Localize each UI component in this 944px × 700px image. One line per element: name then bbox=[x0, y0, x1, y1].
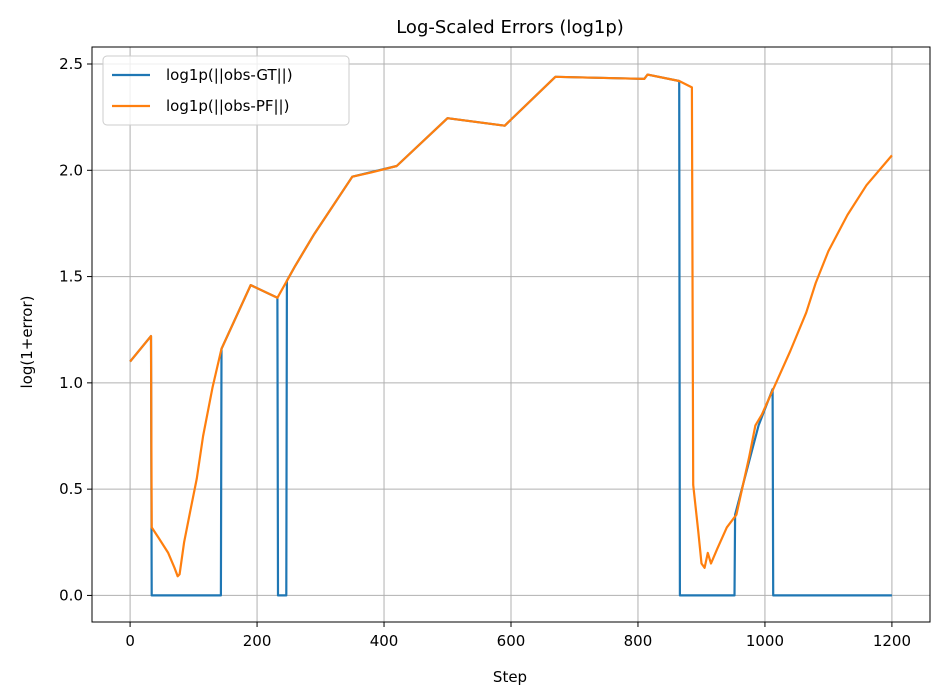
y-tick-label: 1.0 bbox=[59, 374, 83, 392]
y-tick-label: 0.5 bbox=[59, 480, 83, 498]
legend-label-1: log1p(||obs-GT||) bbox=[166, 66, 293, 84]
ticks: 0 200 400 600 800 1000 1200 0.0 0.5 1.0 1.5 2.0 2.5 bbox=[59, 55, 911, 650]
y-tick-label: 2.0 bbox=[59, 161, 83, 179]
y-tick-label: 1.5 bbox=[59, 268, 83, 286]
series-line-2 bbox=[129, 73, 893, 578]
legend-label-2: log1p(||obs-PF||) bbox=[166, 97, 289, 115]
x-tick-label: 200 bbox=[243, 632, 272, 650]
x-axis-label: Step bbox=[493, 668, 527, 686]
x-tick-label: 800 bbox=[624, 632, 653, 650]
x-tick-label: 1000 bbox=[746, 632, 784, 650]
chart-title: Log-Scaled Errors (log1p) bbox=[396, 17, 624, 38]
y-tick-label: 2.5 bbox=[59, 55, 83, 73]
y-axis-label: log(1+error) bbox=[18, 296, 36, 389]
legend-box bbox=[102, 55, 350, 126]
x-tick-label: 400 bbox=[370, 632, 399, 650]
x-tick-label: 1200 bbox=[873, 632, 911, 650]
grid bbox=[92, 47, 930, 622]
x-tick-label: 600 bbox=[497, 632, 526, 650]
x-tick-label: 0 bbox=[125, 632, 135, 650]
legend: log1p(||obs-GT||) log1p(||obs-PF||) bbox=[102, 55, 350, 126]
y-tick-label: 0.0 bbox=[59, 586, 83, 604]
series-group bbox=[129, 73, 893, 597]
